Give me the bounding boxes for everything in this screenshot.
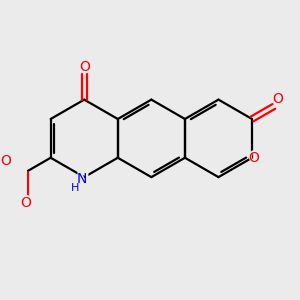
Text: N: N xyxy=(75,170,89,188)
Text: O: O xyxy=(248,151,260,165)
Text: O: O xyxy=(20,196,31,209)
Text: H: H xyxy=(70,181,81,195)
Text: O: O xyxy=(0,152,13,170)
Text: H: H xyxy=(71,183,80,193)
Text: O: O xyxy=(77,58,92,76)
Text: O: O xyxy=(79,61,90,74)
Text: O: O xyxy=(18,194,33,211)
Text: O: O xyxy=(247,149,261,167)
Text: O: O xyxy=(271,90,285,108)
Text: N: N xyxy=(77,172,88,186)
Text: O: O xyxy=(0,154,11,168)
Text: O: O xyxy=(272,92,283,106)
